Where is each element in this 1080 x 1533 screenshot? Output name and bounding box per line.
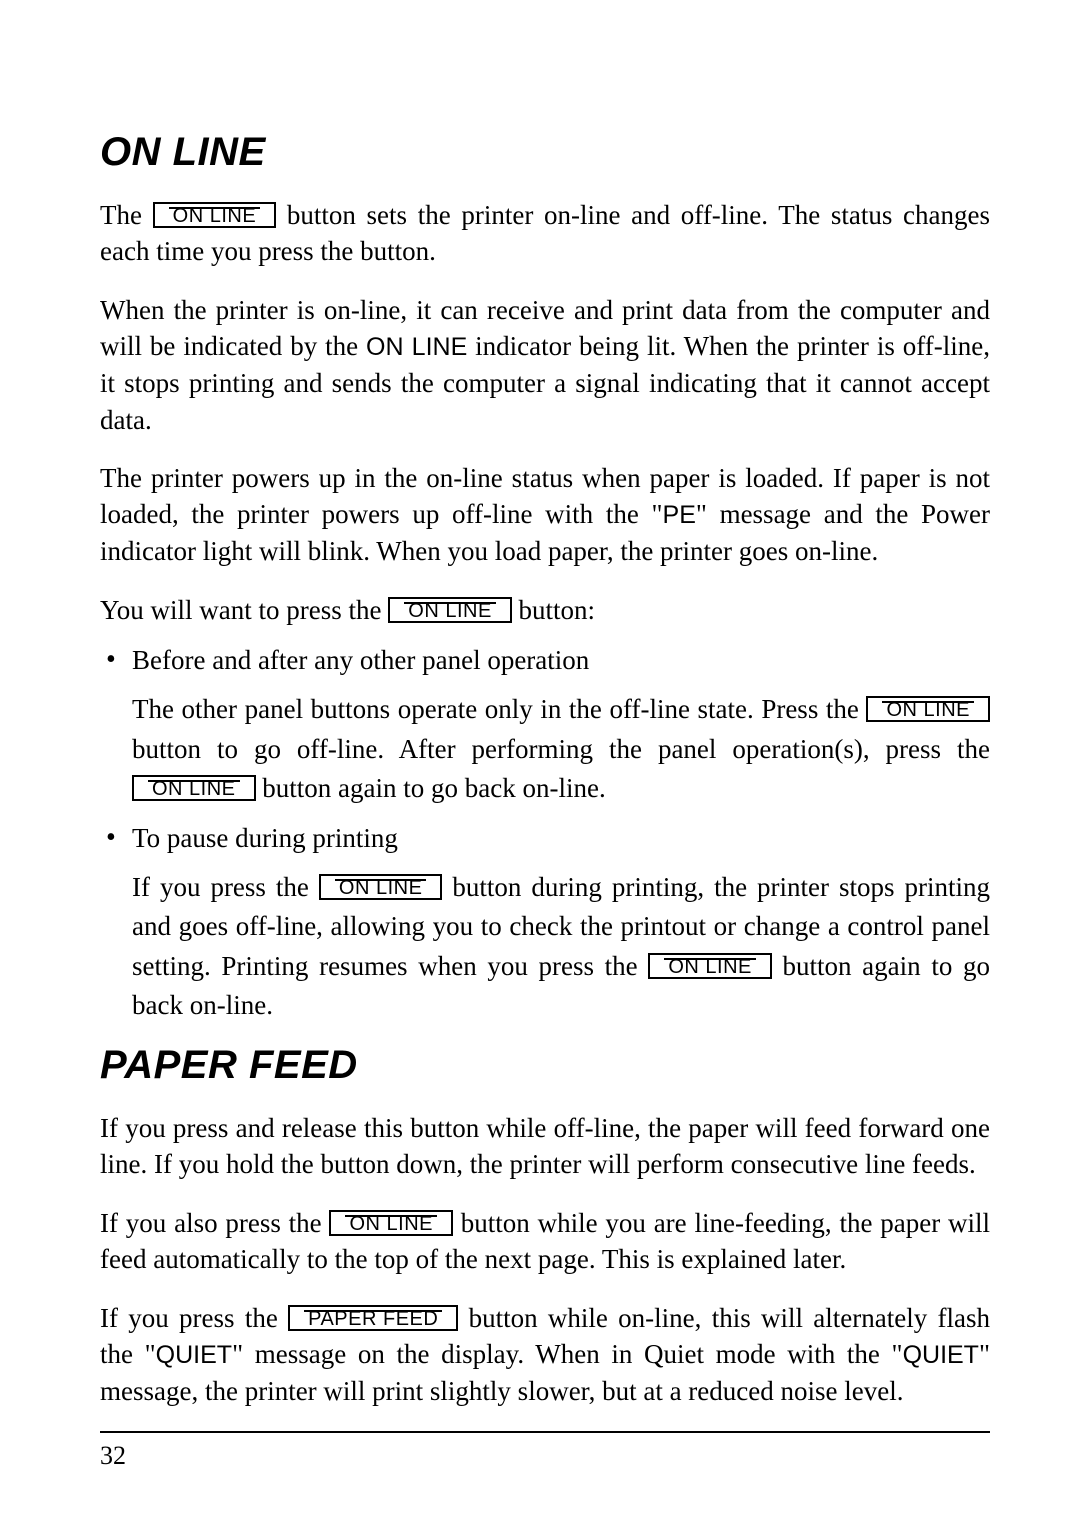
button-label-online: ON LINE	[153, 202, 277, 228]
paragraph: If you press and release this button whi…	[100, 1110, 990, 1183]
text: button:	[512, 595, 595, 625]
paragraph: If you press the PAPER FEED button while…	[100, 1300, 990, 1410]
heading-paper-feed: PAPER FEED	[100, 1043, 990, 1088]
button-label-online: ON LINE	[648, 953, 772, 979]
text: The	[100, 200, 153, 230]
inline-term-quiet: QUIET	[903, 1341, 979, 1369]
text: If you press the	[132, 872, 319, 902]
list-item-body: If you press the ON LINE button during p…	[132, 868, 990, 1025]
button-label-paperfeed: PAPER FEED	[288, 1305, 458, 1331]
button-label-online: ON LINE	[329, 1210, 453, 1236]
button-label-online: ON LINE	[319, 874, 443, 900]
text: " message on the display. When in Quiet …	[232, 1339, 903, 1369]
text: If you press the	[100, 1303, 288, 1333]
list-item: To pause during printing If you press th…	[100, 820, 990, 1025]
text: button to go off-line. After performing …	[132, 734, 990, 764]
heading-on-line: ON LINE	[100, 130, 990, 175]
list-item-title: To pause during printing	[132, 820, 990, 856]
paragraph: If you also press the ON LINE button whi…	[100, 1205, 990, 1278]
inline-term-quiet: QUIET	[156, 1341, 232, 1369]
text: The other panel buttons operate only in …	[132, 694, 866, 724]
list-item: Before and after any other panel operati…	[100, 642, 990, 808]
paragraph: When the printer is on-line, it can rece…	[100, 292, 990, 438]
button-label-online: ON LINE	[388, 597, 512, 623]
footer-rule	[100, 1431, 990, 1433]
inline-term-online: ON LINE	[366, 333, 467, 361]
document-page: ON LINE The ON LINE button sets the prin…	[0, 0, 1080, 1533]
button-label-online: ON LINE	[866, 696, 990, 722]
text: button again to go back on-line.	[256, 773, 606, 803]
button-label-online: ON LINE	[132, 775, 256, 801]
page-number: 32	[100, 1441, 126, 1471]
inline-term-pe: PE	[663, 501, 696, 529]
bullet-list: Before and after any other panel operati…	[100, 642, 990, 1025]
paragraph: The printer powers up in the on-line sta…	[100, 460, 990, 570]
text: If you also press the	[100, 1208, 329, 1238]
paragraph: You will want to press the ON LINE butto…	[100, 592, 990, 628]
list-item-title: Before and after any other panel operati…	[132, 642, 990, 678]
text: You will want to press the	[100, 595, 388, 625]
paragraph: The ON LINE button sets the printer on-l…	[100, 197, 990, 270]
list-item-body: The other panel buttons operate only in …	[132, 690, 990, 807]
